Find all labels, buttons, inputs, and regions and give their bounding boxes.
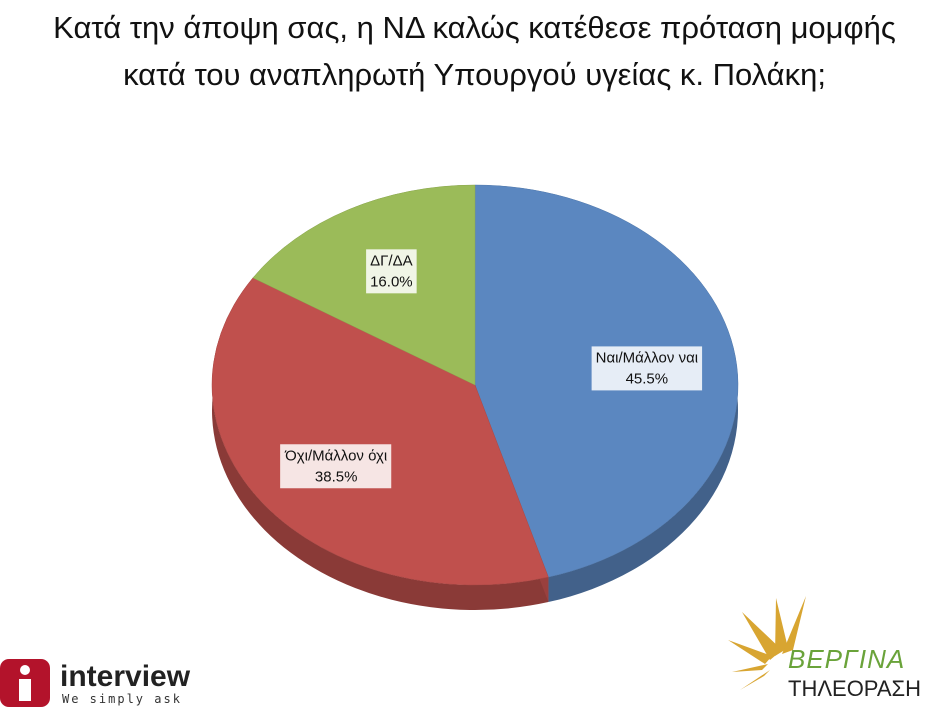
value-label: 45.5% — [626, 370, 669, 387]
logo-name: interview — [60, 660, 191, 693]
data-label-bg — [366, 249, 417, 294]
data-label: Ναι/Μάλλον ναι 45.5% — [591, 346, 703, 391]
slice — [252, 184, 476, 386]
value-label: 16.0% — [370, 273, 413, 290]
labels: Ναι/Μάλλον ναι 45.5% Όχι/Μάλλον όχι 38.5% ΔΓ… — [280, 249, 703, 489]
logo-subtitle: ΤΗΛΕΟΡΑΣΗ — [788, 676, 921, 701]
data-label: Όχι/Μάλλον όχι 38.5% — [280, 444, 392, 489]
slice — [211, 277, 549, 586]
logo-icon-bar — [19, 679, 31, 701]
logo-icon-dot — [20, 665, 30, 675]
category-label: Όχι/Μάλλον όχι — [284, 447, 387, 464]
category-label: Ναι/Μάλλον ναι — [596, 349, 698, 366]
value-label: 38.5% — [315, 468, 358, 485]
pie — [211, 184, 739, 610]
chart-title: Κατά την άποψη σας, η ΝΔ καλώς κατέθεσε … — [53, 10, 896, 92]
category-label: ΔΓ/ΔΑ — [370, 252, 412, 269]
logo-rays — [728, 596, 806, 690]
logo-slogan: We simply ask — [62, 692, 182, 706]
logo-brand: ΒΕΡΓΙΝΑ — [788, 644, 905, 674]
data-label-bg — [280, 444, 392, 489]
data-label: ΔΓ/ΔΑ 16.0% — [366, 249, 417, 294]
data-label-bg — [591, 346, 703, 391]
